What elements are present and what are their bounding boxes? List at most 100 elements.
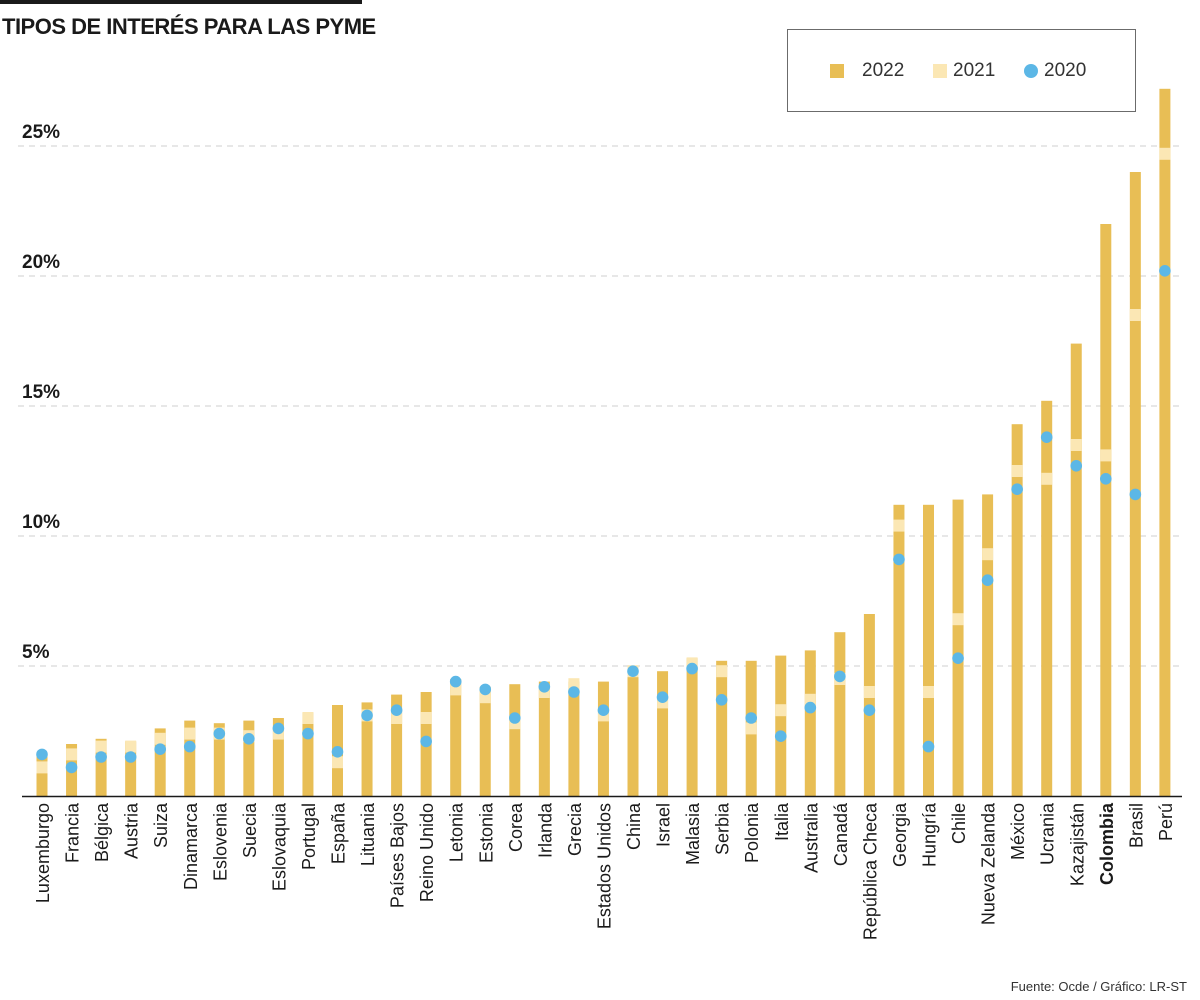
y-tick-label: 15%	[22, 382, 60, 403]
bar-2021	[420, 712, 432, 724]
bar-2022	[509, 684, 521, 796]
bar-2022	[213, 723, 225, 796]
x-tick-label: México	[1008, 803, 1028, 860]
bar-2021	[804, 693, 816, 706]
bar-2022	[775, 655, 787, 796]
x-tick-label: Portugal	[299, 803, 319, 870]
title-rule	[0, 0, 362, 4]
dot-2020	[124, 751, 137, 763]
bar-2022	[657, 671, 669, 796]
x-tick-label: República Checa	[860, 802, 880, 940]
y-tick-label: 25%	[22, 122, 60, 143]
dot-2020	[863, 704, 876, 716]
bar-2022	[272, 718, 284, 796]
bar-2022	[1159, 88, 1171, 797]
bar-2021	[745, 722, 757, 735]
dot-2020	[686, 662, 698, 675]
dot-2020	[154, 743, 166, 755]
dot-2020	[981, 574, 994, 586]
dot-2020	[745, 712, 757, 724]
x-tick-label: Suecia	[240, 802, 260, 858]
bar-2022	[479, 686, 491, 796]
x-tick-label: Chile	[949, 803, 969, 844]
bar-2022	[361, 702, 373, 796]
dot-2020	[420, 735, 432, 748]
legend-item-2022: 2022	[830, 60, 904, 82]
bar-2022	[686, 658, 698, 796]
x-tick-label: Perú	[1156, 803, 1176, 841]
x-tick-label: China	[624, 802, 644, 850]
bar-2021	[450, 683, 462, 696]
x-tick-label: Francia	[63, 802, 83, 863]
legend-swatch-2021	[933, 64, 947, 78]
bar-2022	[923, 504, 934, 796]
bar-2021	[302, 712, 314, 724]
x-tick-label: Eslovenia	[210, 802, 230, 881]
bar-2022	[154, 728, 166, 796]
x-tick-label: Austria	[122, 802, 142, 859]
source-note: Fuente: Ocde / Gráfico: LR-ST	[1010, 979, 1187, 994]
bar-2022	[1011, 424, 1023, 796]
bar-2021	[775, 704, 787, 717]
bar-2021	[1041, 472, 1053, 485]
x-tick-label: Eslovaquia	[269, 802, 289, 891]
dot-2020	[36, 748, 48, 761]
dot-2020	[1159, 265, 1171, 277]
dot-2020	[922, 740, 935, 753]
legend-label-2022: 2022	[862, 60, 905, 81]
bar-2022	[1129, 172, 1141, 796]
bar-2022	[716, 660, 728, 796]
bar-2022	[1070, 343, 1082, 796]
dot-2020	[1129, 488, 1142, 501]
bar-2022	[302, 712, 314, 796]
x-tick-label: Irlanda	[535, 802, 555, 858]
bar-2022	[982, 494, 994, 796]
x-tick-label: Ucrania	[1038, 802, 1058, 865]
bar-2021	[479, 691, 491, 704]
legend-item-2020: 2020	[1024, 60, 1086, 82]
bar-2022	[391, 694, 403, 796]
x-tick-label: Dinamarca	[181, 802, 201, 890]
bar-2022	[450, 679, 462, 796]
dot-2020	[272, 722, 285, 735]
bar-2021	[125, 740, 137, 753]
dot-2020	[390, 704, 403, 716]
dot-2020	[597, 704, 610, 716]
bar-2022	[1041, 400, 1053, 796]
x-tick-label: Lituania	[358, 802, 378, 866]
legend-label-2021: 2021	[953, 60, 996, 81]
x-tick-label: Brasil	[1126, 803, 1146, 848]
dot-2020	[656, 691, 669, 703]
bar-2022	[893, 504, 905, 796]
dot-2020	[65, 761, 78, 774]
bar-2021	[66, 748, 78, 761]
bar-2021	[1129, 309, 1141, 321]
x-tick-label: Estonia	[476, 802, 496, 863]
dot-2020	[1040, 431, 1053, 444]
x-tick-label: Bélgica	[92, 802, 112, 862]
dot-2020	[715, 694, 728, 706]
bar-2021	[1100, 449, 1112, 462]
x-tick-label: Nueva Zelanda	[979, 802, 999, 925]
bar-2022	[125, 741, 137, 796]
dot-2020	[213, 727, 226, 740]
x-tick-label: Suiza	[151, 802, 171, 848]
x-tick-label: Canadá	[831, 802, 851, 866]
dot-2020	[893, 553, 905, 566]
dot-2020	[183, 740, 196, 753]
x-tick-label: Kazajistán	[1067, 803, 1087, 886]
x-tick-label: Letonia	[447, 802, 467, 862]
bar-2021	[863, 686, 875, 698]
x-tick-label: Polonia	[742, 802, 762, 863]
x-tick-label: Reino Unido	[417, 803, 437, 902]
bar-2021	[982, 548, 994, 561]
bar-2021	[36, 761, 48, 774]
bar-2022	[804, 650, 816, 796]
bar-2022	[1100, 224, 1112, 796]
bar-2021	[568, 678, 580, 691]
bar-2022	[834, 632, 846, 796]
dot-2020	[568, 686, 580, 698]
bar-2021	[184, 727, 196, 740]
dot-2020	[774, 730, 787, 742]
